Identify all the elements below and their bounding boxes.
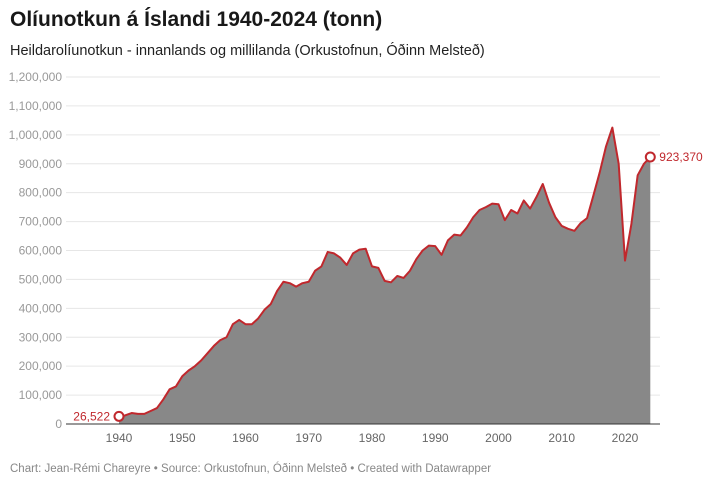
data-label: 923,370: [659, 150, 703, 164]
data-point-marker: [644, 151, 656, 163]
y-tick-label: 800,000: [19, 186, 63, 200]
data-point-marker: [113, 410, 125, 422]
x-tick-label: 2020: [612, 431, 639, 445]
x-tick-label: 1950: [169, 431, 196, 445]
x-tick-label: 2000: [485, 431, 512, 445]
x-tick-label: 1980: [359, 431, 386, 445]
y-tick-label: 900,000: [19, 157, 63, 171]
y-tick-label: 700,000: [19, 215, 63, 229]
x-tick-label: 1940: [106, 431, 133, 445]
x-tick-label: 1990: [422, 431, 449, 445]
y-tick-label: 0: [55, 417, 62, 431]
y-tick-label: 1,200,000: [9, 70, 63, 84]
y-tick-label: 400,000: [19, 301, 63, 315]
chart-title: Olíunotkun á Íslandi 1940-2024 (tonn): [10, 8, 383, 31]
y-tick-label: 600,000: [19, 244, 63, 258]
y-tick-label: 200,000: [19, 359, 63, 373]
y-tick-label: 100,000: [19, 388, 63, 402]
series-line: [118, 126, 652, 418]
y-tick-label: 300,000: [19, 330, 63, 344]
area-fill: [119, 127, 651, 425]
data-label: 26,522: [73, 409, 110, 423]
y-tick-label: 1,100,000: [9, 99, 63, 113]
x-tick-label: 2010: [548, 431, 575, 445]
chart-footer: Chart: Jean-Rémi Chareyre • Source: Orku…: [10, 463, 492, 475]
x-tick-label: 1970: [295, 431, 322, 445]
x-tick-label: 1960: [232, 431, 259, 445]
y-tick-label: 500,000: [19, 272, 63, 286]
y-tick-label: 1,000,000: [9, 128, 63, 142]
chart-subtitle: Heildarolíunotkun - innanlands og millil…: [10, 43, 485, 59]
